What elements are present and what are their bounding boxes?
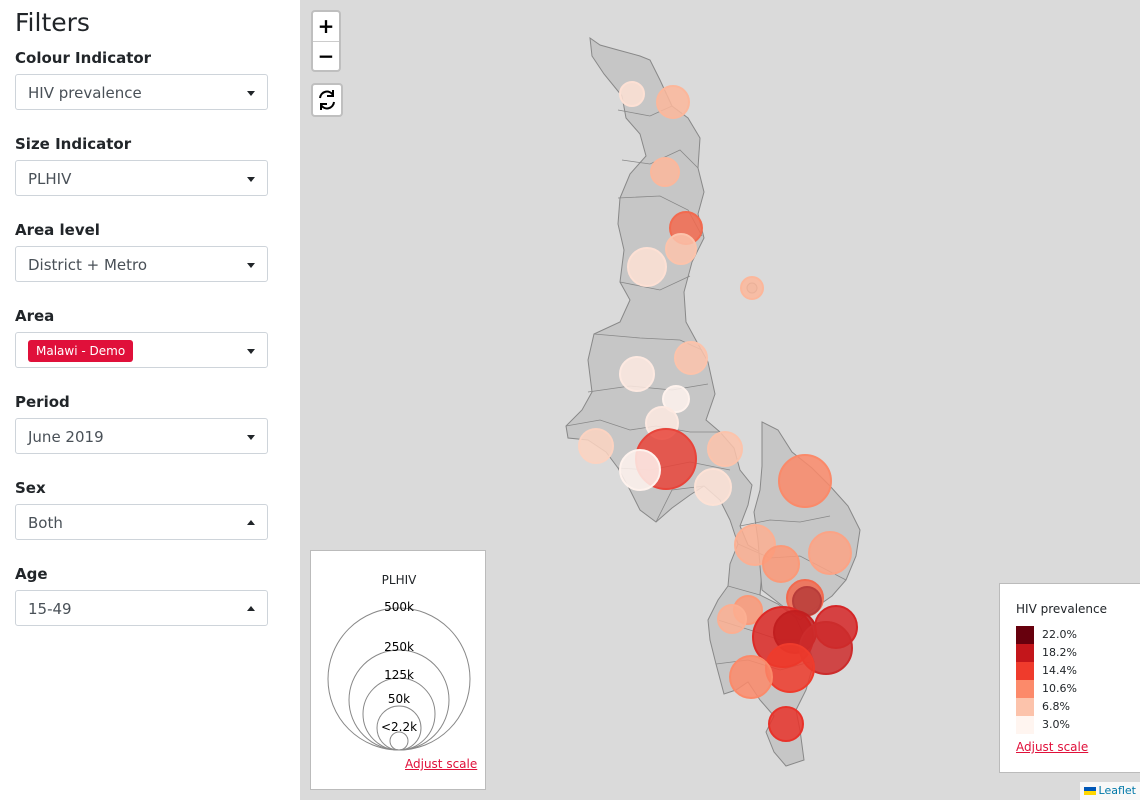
chevron-up-icon xyxy=(247,520,255,525)
district-bubble[interactable] xyxy=(619,81,645,107)
legend-swatch xyxy=(1016,626,1034,644)
legend-swatch xyxy=(1016,698,1034,716)
filter-label: Area level xyxy=(15,221,100,239)
size-legend: PLHIV 500k 250k 125k 50k <2.2k Adjust sc… xyxy=(310,550,486,790)
district-bubble[interactable] xyxy=(808,531,852,575)
district-bubble[interactable] xyxy=(650,157,680,187)
chevron-down-icon xyxy=(247,263,255,268)
district-bubble[interactable] xyxy=(717,604,747,634)
filter-size-indicator: Size Indicator PLHIV xyxy=(15,134,270,196)
legend-swatch xyxy=(1016,644,1034,662)
district-bubble[interactable] xyxy=(729,655,773,699)
zoom-control: + − xyxy=(311,10,341,72)
color-legend-title: HIV prevalence xyxy=(1016,602,1108,616)
district-bubble[interactable] xyxy=(740,276,764,300)
map-attribution[interactable]: Leaflet xyxy=(1079,782,1140,800)
period-select[interactable]: June 2019 xyxy=(15,418,268,454)
filter-colour-indicator: Colour Indicator HIV prevalence xyxy=(15,48,270,110)
district-bubble[interactable] xyxy=(694,468,732,506)
size-label: 50k xyxy=(388,692,410,706)
select-value: District + Metro xyxy=(28,256,148,274)
sex-select[interactable]: Both xyxy=(15,504,268,540)
filter-label: Colour Indicator xyxy=(15,49,152,67)
reset-view-button[interactable] xyxy=(311,83,343,117)
size-legend-title: PLHIV xyxy=(381,573,417,587)
size-legend-circles: 500k 250k 125k 50k <2.2k xyxy=(327,600,471,751)
legend-label: 10.6% xyxy=(1042,682,1077,695)
select-value: HIV prevalence xyxy=(28,84,142,102)
area-level-select[interactable]: District + Metro xyxy=(15,246,268,282)
select-value: PLHIV xyxy=(28,170,72,188)
district-bubble[interactable] xyxy=(619,449,661,491)
filter-label: Area xyxy=(15,307,55,325)
area-select[interactable]: Malawi - Demo xyxy=(15,332,268,368)
district-bubble[interactable] xyxy=(762,545,800,583)
filters-title: Filters xyxy=(15,8,90,37)
filter-age: Age 15-49 xyxy=(15,564,270,626)
district-bubble[interactable] xyxy=(765,643,815,693)
district-bubble[interactable] xyxy=(662,385,690,413)
filter-label: Size Indicator xyxy=(15,135,132,153)
size-label: 125k xyxy=(384,668,414,682)
color-legend: HIV prevalence 22.0% 18.2% 14.4% 10.6% 6… xyxy=(999,583,1140,773)
select-value: Both xyxy=(28,514,63,532)
select-value: June 2019 xyxy=(28,428,104,446)
color-adjust-scale-link[interactable]: Adjust scale xyxy=(1016,740,1089,754)
size-label: <2.2k xyxy=(381,720,417,734)
size-indicator-select[interactable]: PLHIV xyxy=(15,160,268,196)
district-bubble[interactable] xyxy=(665,233,697,265)
district-bubble[interactable] xyxy=(627,247,667,287)
country-basemap[interactable] xyxy=(300,0,1140,800)
legend-circle xyxy=(389,731,409,751)
refresh-icon xyxy=(319,90,335,110)
chevron-down-icon xyxy=(247,349,255,354)
legend-label: 22.0% xyxy=(1042,628,1077,641)
size-label: 500k xyxy=(384,600,414,614)
district-bubble[interactable] xyxy=(768,706,804,742)
filter-period: Period June 2019 xyxy=(15,392,270,454)
legend-label: 18.2% xyxy=(1042,646,1077,659)
district-bubble[interactable] xyxy=(656,85,690,119)
district-bubble[interactable] xyxy=(707,431,743,467)
legend-label: 3.0% xyxy=(1042,718,1070,731)
district-bubble[interactable] xyxy=(619,356,655,392)
district-bubble[interactable] xyxy=(674,341,708,375)
legend-swatch xyxy=(1016,662,1034,680)
legend-swatch xyxy=(1016,716,1034,734)
area-tag[interactable]: Malawi - Demo xyxy=(28,340,134,362)
filter-area-level: Area level District + Metro xyxy=(15,220,270,282)
legend-circle xyxy=(362,677,436,751)
legend-label: 14.4% xyxy=(1042,664,1077,677)
chevron-up-icon xyxy=(247,606,255,611)
district-bubble[interactable] xyxy=(778,454,832,508)
district-bubble[interactable] xyxy=(578,428,614,464)
filter-label: Period xyxy=(15,393,70,411)
prevalence-bubbles xyxy=(578,81,858,742)
colour-indicator-select[interactable]: HIV prevalence xyxy=(15,74,268,110)
select-value: 15-49 xyxy=(28,600,72,618)
map-panel[interactable]: + − PLHIV 500k 250k 125k 50k <2.2k Adjus… xyxy=(300,0,1140,800)
filter-area: Area Malawi - Demo xyxy=(15,306,270,368)
leaflet-link[interactable]: Leaflet xyxy=(1098,784,1136,797)
size-adjust-scale-link[interactable]: Adjust scale xyxy=(405,757,478,771)
filter-label: Sex xyxy=(15,479,46,497)
zoom-out-button[interactable]: − xyxy=(317,44,335,68)
country-outline xyxy=(565,36,815,767)
legend-label: 6.8% xyxy=(1042,700,1070,713)
filters-sidebar: Filters Colour Indicator HIV prevalence … xyxy=(0,0,300,800)
size-label: 250k xyxy=(384,640,414,654)
chevron-down-icon xyxy=(247,177,255,182)
chevron-down-icon xyxy=(247,435,255,440)
zoom-in-button[interactable]: + xyxy=(313,12,339,42)
age-select[interactable]: 15-49 xyxy=(15,590,268,626)
ukraine-flag-icon xyxy=(1083,787,1096,795)
chevron-down-icon xyxy=(247,91,255,96)
legend-swatch xyxy=(1016,680,1034,698)
filter-label: Age xyxy=(15,565,48,583)
filter-sex: Sex Both xyxy=(15,478,270,540)
